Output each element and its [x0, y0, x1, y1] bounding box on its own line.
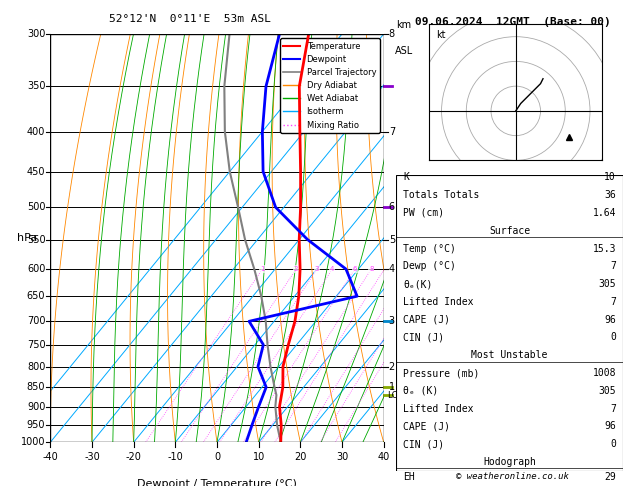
- Text: 10: 10: [253, 452, 265, 463]
- Text: CAPE (J): CAPE (J): [403, 421, 450, 432]
- Text: 900: 900: [27, 401, 45, 412]
- Text: CAPE (J): CAPE (J): [403, 314, 450, 325]
- Text: 7: 7: [389, 126, 395, 137]
- Text: © weatheronline.co.uk: © weatheronline.co.uk: [456, 472, 569, 481]
- Text: 96: 96: [604, 421, 616, 432]
- Text: PW (cm): PW (cm): [403, 208, 444, 218]
- Text: 29: 29: [604, 472, 616, 482]
- Text: θₑ(K): θₑ(K): [403, 279, 433, 289]
- Text: 1008: 1008: [593, 368, 616, 378]
- Text: 650: 650: [27, 291, 45, 301]
- Text: 550: 550: [26, 235, 45, 244]
- Text: 8: 8: [369, 266, 374, 272]
- Text: EH: EH: [403, 472, 415, 482]
- Text: 1000: 1000: [21, 437, 45, 447]
- Text: km: km: [396, 20, 411, 30]
- Text: 6: 6: [389, 202, 395, 212]
- Text: 500: 500: [27, 202, 45, 212]
- Text: LCL: LCL: [387, 391, 402, 399]
- Text: θₑ (K): θₑ (K): [403, 386, 438, 396]
- Text: 700: 700: [27, 316, 45, 326]
- Text: 15.3: 15.3: [593, 243, 616, 254]
- Text: 300: 300: [27, 29, 45, 39]
- Text: 600: 600: [27, 264, 45, 274]
- Text: 52°12'N  0°11'E  53m ASL: 52°12'N 0°11'E 53m ASL: [109, 14, 271, 24]
- Text: 950: 950: [27, 420, 45, 430]
- Text: 36: 36: [604, 190, 616, 200]
- Text: 3: 3: [389, 316, 395, 326]
- Text: Hodograph: Hodograph: [483, 457, 536, 467]
- Text: Dewp (°C): Dewp (°C): [403, 261, 456, 271]
- Text: 850: 850: [27, 382, 45, 392]
- Text: 305: 305: [598, 279, 616, 289]
- Text: -40: -40: [42, 452, 58, 463]
- Text: 96: 96: [604, 314, 616, 325]
- Text: Lifted Index: Lifted Index: [403, 297, 474, 307]
- Text: 800: 800: [27, 362, 45, 372]
- Text: 350: 350: [27, 81, 45, 91]
- Text: -30: -30: [84, 452, 100, 463]
- Text: 7: 7: [610, 261, 616, 271]
- Text: 10: 10: [604, 173, 616, 182]
- Text: 4: 4: [389, 264, 395, 274]
- Text: 40: 40: [377, 452, 390, 463]
- Text: CIN (J): CIN (J): [403, 439, 444, 449]
- Text: -10: -10: [167, 452, 183, 463]
- Text: Pressure (mb): Pressure (mb): [403, 368, 479, 378]
- Text: 1: 1: [389, 382, 395, 392]
- Text: 7: 7: [610, 403, 616, 414]
- Text: kt: kt: [436, 30, 445, 40]
- Text: Totals Totals: Totals Totals: [403, 190, 479, 200]
- Text: 1.64: 1.64: [593, 208, 616, 218]
- Text: 5: 5: [389, 235, 395, 244]
- Text: 450: 450: [27, 167, 45, 176]
- Text: Dewpoint / Temperature (°C): Dewpoint / Temperature (°C): [137, 479, 297, 486]
- Text: 09.06.2024  12GMT  (Base: 00): 09.06.2024 12GMT (Base: 00): [415, 17, 611, 27]
- Text: Mixing Ratio (g/kg): Mixing Ratio (g/kg): [419, 219, 428, 298]
- Text: 400: 400: [27, 126, 45, 137]
- Text: 1: 1: [260, 266, 265, 272]
- Text: Most Unstable: Most Unstable: [471, 350, 548, 360]
- Text: 750: 750: [26, 340, 45, 350]
- Text: 30: 30: [336, 452, 348, 463]
- Text: Lifted Index: Lifted Index: [403, 403, 474, 414]
- Text: 305: 305: [598, 386, 616, 396]
- Legend: Temperature, Dewpoint, Parcel Trajectory, Dry Adiabat, Wet Adiabat, Isotherm, Mi: Temperature, Dewpoint, Parcel Trajectory…: [280, 38, 379, 133]
- Text: ASL: ASL: [394, 46, 413, 56]
- Text: 6: 6: [352, 266, 357, 272]
- Text: Surface: Surface: [489, 226, 530, 236]
- Text: 2: 2: [389, 362, 395, 372]
- Text: 0: 0: [214, 452, 220, 463]
- Text: 20: 20: [294, 452, 306, 463]
- Text: 4: 4: [330, 266, 335, 272]
- Text: 0: 0: [610, 439, 616, 449]
- Text: K: K: [403, 173, 409, 182]
- Text: 8: 8: [389, 29, 395, 39]
- Text: -20: -20: [126, 452, 142, 463]
- Text: 7: 7: [610, 297, 616, 307]
- Text: Temp (°C): Temp (°C): [403, 243, 456, 254]
- Text: 0: 0: [610, 332, 616, 343]
- Text: hPa: hPa: [17, 233, 37, 243]
- Text: CIN (J): CIN (J): [403, 332, 444, 343]
- Text: 2: 2: [294, 266, 298, 272]
- Text: 3: 3: [314, 266, 320, 272]
